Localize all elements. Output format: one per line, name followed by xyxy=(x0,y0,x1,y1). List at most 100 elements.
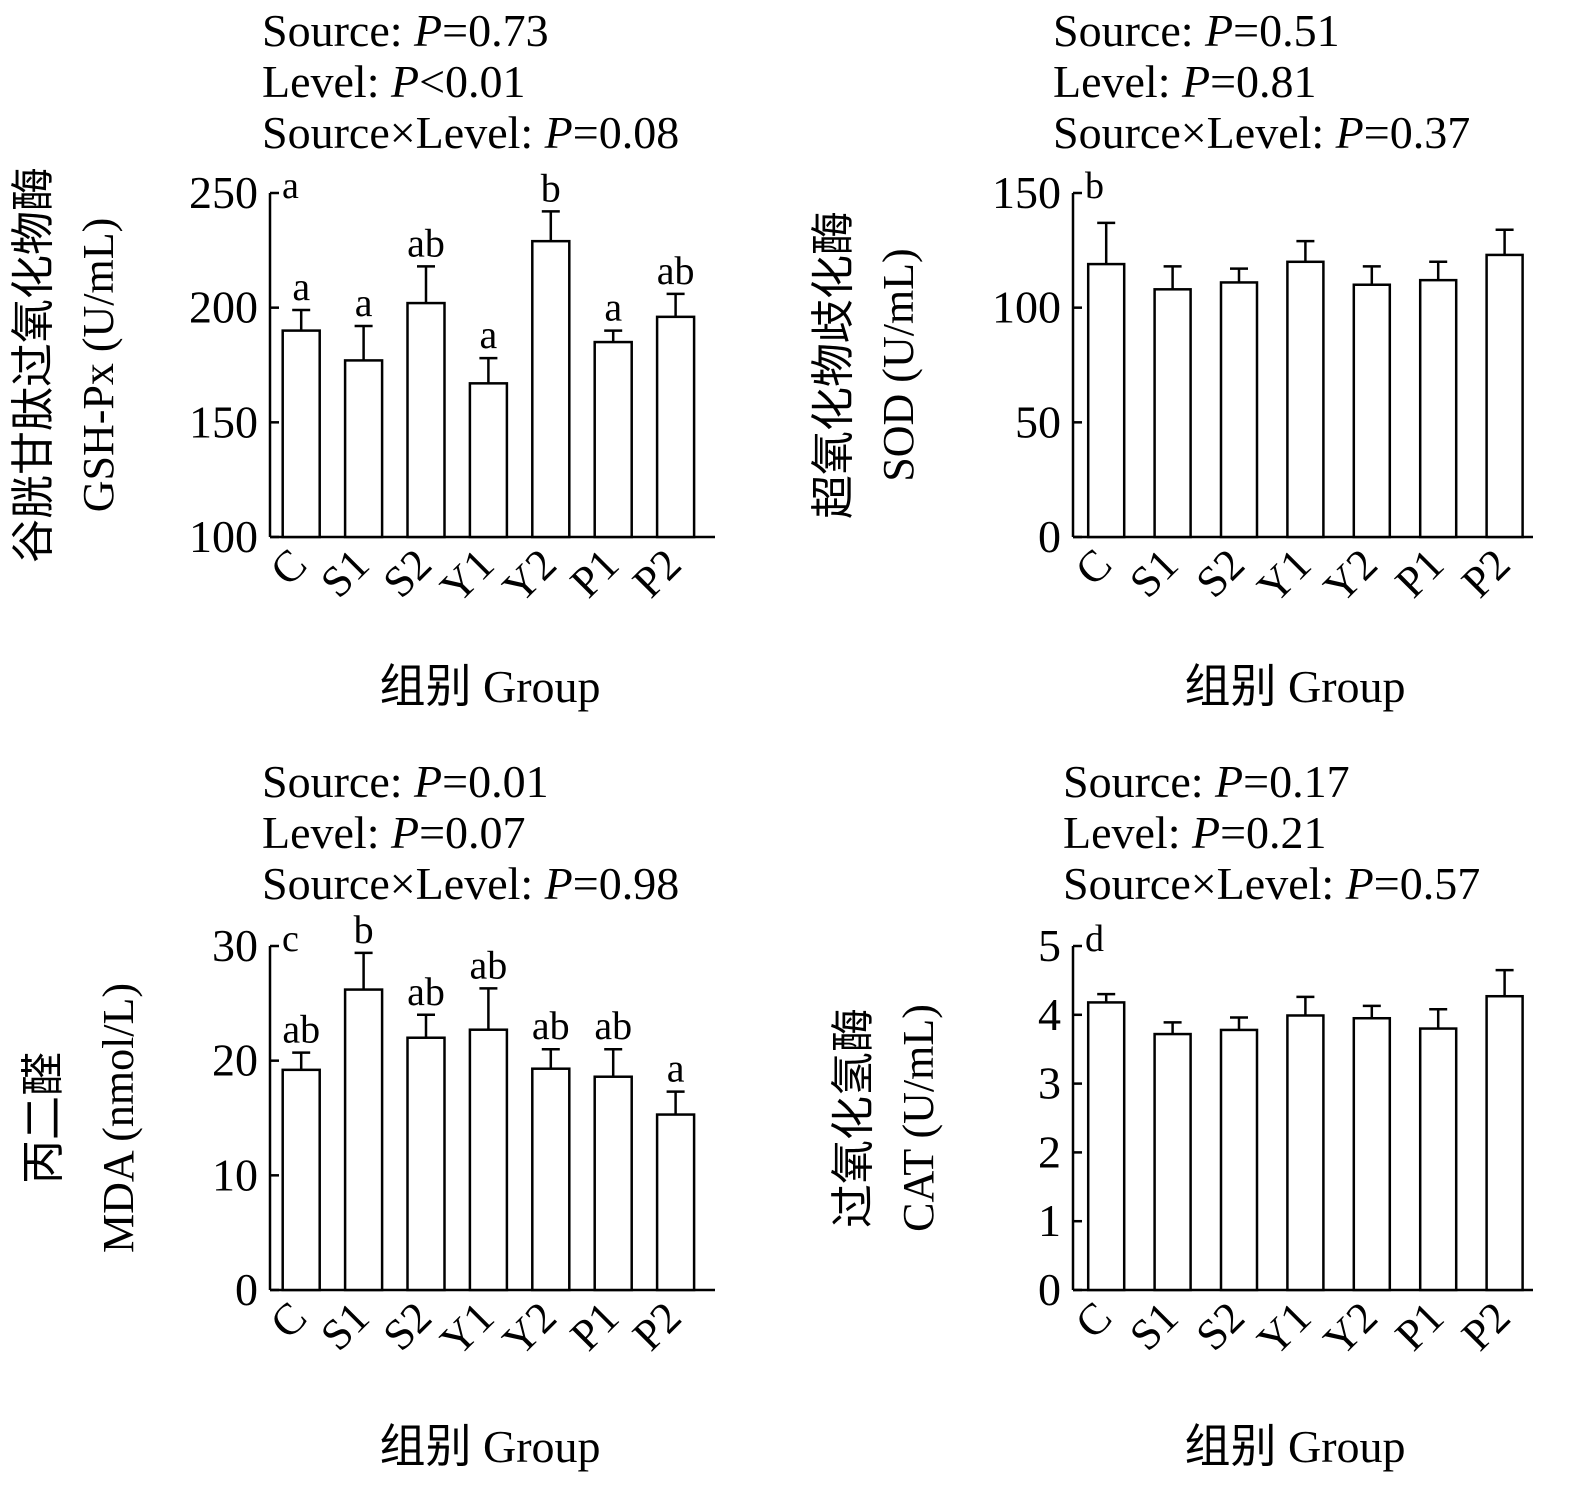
bar-Y1 xyxy=(1286,260,1325,539)
y-tick-label: 20 xyxy=(212,1035,258,1086)
y-axis-title-en: GSH-Px (U/mL) xyxy=(74,218,123,513)
stats-p-symbol: P xyxy=(390,807,419,858)
x-tick-label-P1: P1 xyxy=(561,1292,629,1360)
sig-letter-S1: a xyxy=(355,280,373,325)
x-tick-label-C: C xyxy=(1066,539,1121,594)
y-tick-label: 30 xyxy=(212,920,258,971)
y-tick-label: 150 xyxy=(992,167,1061,218)
x-tick-label-P2: P2 xyxy=(1452,1292,1520,1360)
y-tick-label: 0 xyxy=(1038,1264,1061,1315)
y-tick-label: 100 xyxy=(992,282,1061,333)
y-axis-title-cn: 超氧化物歧化酶 xyxy=(809,211,858,519)
y-axis-title-cn: 谷胱甘肽过氧化物酶 xyxy=(9,167,58,563)
stats-value: =0.57 xyxy=(1374,858,1480,909)
stats-line: Source×Level: P=0.37 xyxy=(1053,107,1470,158)
stats-line: Source: P=0.17 xyxy=(1063,756,1350,807)
sig-letter-S2: ab xyxy=(407,220,445,265)
stats-value: =0.21 xyxy=(1220,807,1326,858)
x-tick-label-P1: P1 xyxy=(561,539,629,607)
stats-label: Source: xyxy=(262,756,414,807)
stats-value: =0.17 xyxy=(1243,756,1349,807)
panel-letter: a xyxy=(282,165,299,207)
x-tick-label-S2: S2 xyxy=(374,1292,442,1360)
y-tick-label: 10 xyxy=(212,1149,258,1200)
x-tick-label-S2: S2 xyxy=(1187,539,1255,607)
x-tick-label-Y2: Y2 xyxy=(493,539,566,612)
bar-P1 xyxy=(1418,1027,1458,1292)
sig-letter-S2: ab xyxy=(407,969,445,1014)
stats-p-symbol: P xyxy=(413,5,442,56)
stats-line: Level: P<0.01 xyxy=(262,56,526,107)
x-tick-label-S1: S1 xyxy=(311,1292,379,1360)
sig-letter-P2: ab xyxy=(657,248,695,293)
stats-label: Level: xyxy=(262,56,391,107)
x-axis-title: 组别 Group xyxy=(379,661,600,712)
y-tick-label: 1 xyxy=(1038,1195,1061,1246)
y-tick-label: 250 xyxy=(189,167,258,218)
bar-Y2 xyxy=(531,1067,571,1292)
x-tick-label-P2: P2 xyxy=(1452,539,1520,607)
stats-line: Source×Level: P=0.08 xyxy=(262,107,679,158)
bar-C xyxy=(1086,1001,1126,1292)
x-tick-label-S2: S2 xyxy=(374,539,442,607)
stats-p-symbol: P xyxy=(1204,5,1233,56)
sig-letter-C: ab xyxy=(282,1007,320,1052)
x-tick-label-P1: P1 xyxy=(1386,1292,1454,1360)
stats-p-symbol: P xyxy=(390,56,419,107)
x-axis-title: 组别 Group xyxy=(379,1421,600,1472)
sig-letter-C: a xyxy=(292,264,310,309)
sig-letter-S1: b xyxy=(354,907,374,952)
stats-label: Source: xyxy=(262,5,414,56)
bar-P1 xyxy=(593,340,633,539)
bar-Y2 xyxy=(1352,283,1392,539)
stats-value: =0.08 xyxy=(573,107,679,158)
stats-value: =0.51 xyxy=(1233,5,1339,56)
x-tick-label-S1: S1 xyxy=(1120,1292,1188,1360)
sig-letter-Y1: a xyxy=(480,312,498,357)
stats-p-symbol: P xyxy=(413,756,442,807)
panel-letter: d xyxy=(1085,918,1104,960)
bar-S1 xyxy=(1153,1032,1192,1292)
y-tick-label: 150 xyxy=(189,396,258,447)
bar-P2 xyxy=(655,315,696,539)
bar-S2 xyxy=(1219,281,1259,539)
bar-P1 xyxy=(593,1075,633,1292)
x-tick-label-Y1: Y1 xyxy=(1248,1292,1321,1365)
stats-line: Level: P=0.21 xyxy=(1063,807,1327,858)
stats-line: Source×Level: P=0.98 xyxy=(262,858,679,909)
bar-S2 xyxy=(406,301,446,539)
stats-label: Source×Level: xyxy=(262,107,545,158)
sig-letter-Y1: ab xyxy=(470,942,508,987)
stats-label: Level: xyxy=(1053,56,1182,107)
y-tick-label: 4 xyxy=(1038,989,1061,1040)
sig-letter-Y2: ab xyxy=(532,1003,570,1048)
stats-value: =0.37 xyxy=(1364,107,1470,158)
stats-p-symbol: P xyxy=(544,107,573,158)
bar-Y2 xyxy=(1352,1016,1392,1292)
y-tick-label: 200 xyxy=(189,282,258,333)
stats-value: =0.81 xyxy=(1210,56,1316,107)
stats-p-symbol: P xyxy=(1181,56,1210,107)
stats-label: Level: xyxy=(262,807,391,858)
stats-line: Level: P=0.07 xyxy=(262,807,526,858)
bar-S2 xyxy=(406,1036,446,1292)
stats-p-symbol: P xyxy=(1345,858,1374,909)
y-axis-title-en: MDA (nmol/L) xyxy=(94,983,143,1253)
stats-value: =0.01 xyxy=(442,756,548,807)
bar-C xyxy=(281,329,321,539)
stats-label: Level: xyxy=(1063,807,1192,858)
y-axis-title-cn: 丙二醛 xyxy=(19,1052,68,1184)
stats-label: Source×Level: xyxy=(262,858,545,909)
stats-label: Source: xyxy=(1053,5,1205,56)
x-tick-label-P2: P2 xyxy=(623,1292,691,1360)
y-tick-label: 3 xyxy=(1038,1058,1061,1109)
x-tick-label-Y2: Y2 xyxy=(493,1292,566,1365)
stats-p-symbol: P xyxy=(1191,807,1220,858)
bar-S1 xyxy=(343,988,384,1292)
stats-line: Level: P=0.81 xyxy=(1053,56,1317,107)
x-tick-label-C: C xyxy=(261,1292,316,1347)
stats-p-symbol: P xyxy=(1335,107,1364,158)
stats-line: Source: P=0.01 xyxy=(262,756,549,807)
